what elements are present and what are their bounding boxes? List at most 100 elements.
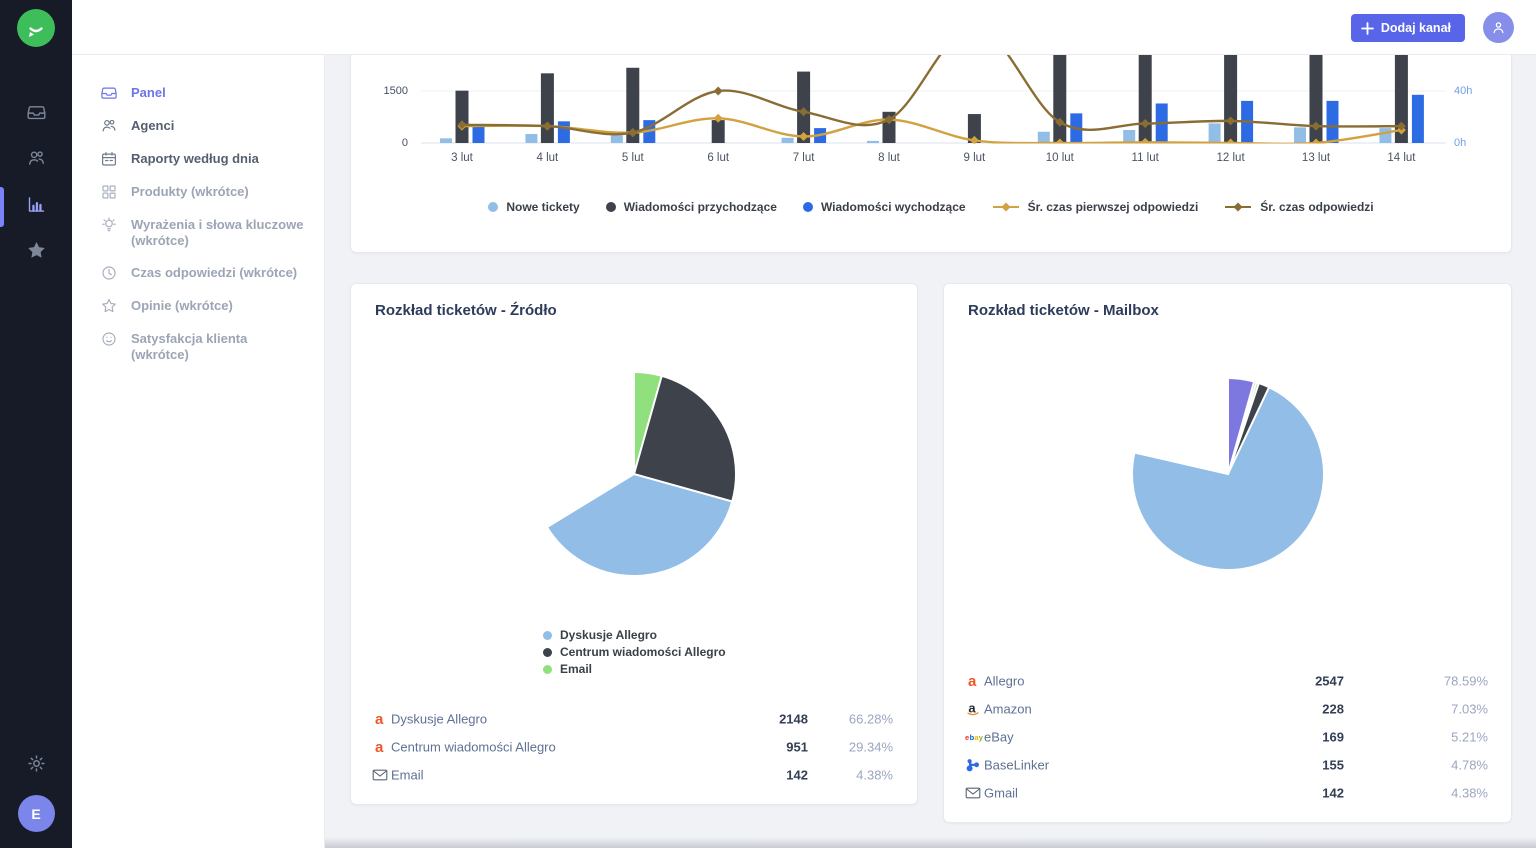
table-row[interactable]: a Centrum wiadomości Allegro 951 29.34%: [351, 733, 917, 761]
legend-item[interactable]: Wiadomości przychodzące: [605, 200, 777, 214]
rail-item-agents[interactable]: [0, 138, 72, 184]
row-percent: 4.38%: [856, 767, 893, 783]
legend-item[interactable]: Śr. czas odpowiedzi: [1224, 200, 1374, 214]
sidebar-item-clock[interactable]: Czas odpowiedzi (wkrótce): [72, 257, 324, 290]
table-row[interactable]: Gmail 142 4.38%: [944, 779, 1511, 807]
svg-text:a: a: [968, 673, 977, 689]
clock-icon: [100, 264, 118, 282]
rail-item-bar-chart[interactable]: [0, 184, 72, 230]
sidebar-item-grid[interactable]: Produkty (wkrótce): [72, 176, 324, 209]
row-label: BaseLinker: [984, 757, 1050, 773]
add-channel-button[interactable]: Dodaj kanał: [1350, 14, 1465, 42]
legend-label: Wiadomości wychodzące: [820, 200, 966, 214]
svg-text:e: e: [965, 733, 969, 742]
sidebar-item-label: Wyrażenia i słowa kluczowe (wkrótce): [131, 217, 304, 248]
user-avatar[interactable]: E: [17, 795, 55, 832]
card-title-mailbox: Rozkład ticketów - Mailbox: [968, 302, 1159, 319]
row-label: Allegro: [984, 673, 1025, 689]
daily-report-chart-card: 1500 0 40h 0h 3 lut 4 lut 5 lut 6 lut 7 lut 8 lut…: [350, 54, 1512, 253]
app-logo[interactable]: [17, 9, 55, 47]
inbox-icon: [26, 102, 47, 128]
svg-text:a: a: [375, 739, 384, 755]
sidebar-item-panel[interactable]: Panel: [72, 77, 324, 110]
allegro-icon: a: [965, 673, 981, 690]
sidebar-item-agents[interactable]: Agenci: [72, 110, 324, 143]
row-label: Gmail: [984, 785, 1018, 801]
legend-dot: [802, 202, 813, 212]
row-value: 228: [1322, 701, 1344, 717]
svg-text:y: y: [979, 733, 984, 742]
svg-text:7 lut: 7 lut: [793, 152, 816, 164]
svg-text:12 lut: 12 lut: [1217, 152, 1246, 164]
gear-icon: [27, 754, 45, 772]
table-row[interactable]: a Allegro 2547 78.59%: [944, 667, 1511, 695]
table-row[interactable]: a Amazon 228 7.03%: [944, 695, 1511, 723]
svg-text:8 lut: 8 lut: [878, 152, 901, 164]
svg-text:11 lut: 11 lut: [1132, 152, 1160, 164]
settings-button[interactable]: [0, 743, 72, 783]
row-percent: 5.21%: [1451, 729, 1488, 745]
mailbox-pie-chart[interactable]: [1128, 374, 1328, 574]
pie-slice-gmail[interactable]: [1227, 376, 1256, 475]
row-value: 142: [786, 767, 808, 783]
sidebar-item-label: Opinie (wkrótce): [131, 298, 233, 313]
row-value: 2547: [1315, 673, 1344, 689]
table-row[interactable]: Email 142 4.38%: [351, 761, 917, 789]
legend-label: Nowe tickety: [506, 200, 580, 214]
legend-label: Wiadomości przychodzące: [623, 200, 777, 214]
pie-slice-email[interactable]: [633, 371, 663, 475]
allegro-icon: a: [372, 711, 388, 728]
legend-item[interactable]: Nowe tickety: [488, 200, 580, 214]
star-icon: [100, 297, 118, 315]
source-pie-chart[interactable]: [529, 369, 739, 579]
legend-dot: [543, 664, 552, 674]
row-label: Amazon: [984, 701, 1032, 717]
account-avatar[interactable]: [1483, 12, 1514, 43]
envelope-icon: [965, 785, 981, 801]
sidebar-item-smile[interactable]: Satysfakcja klienta (wkrótce): [72, 323, 324, 371]
sidebar-item-label: Satysfakcja klienta (wkrótce): [131, 331, 248, 362]
agents-icon: [26, 148, 47, 174]
table-row[interactable]: a Dyskusje Allegro 2148 66.28%: [351, 705, 917, 733]
sidebar-item-label: Agenci: [131, 118, 175, 133]
sidebar-item-bulb[interactable]: Wyrażenia i słowa kluczowe (wkrótce): [72, 209, 324, 257]
daily-report-combo-chart[interactable]: 1500 0 40h 0h 3 lut 4 lut 5 lut 6 lut 7 lut 8 lut…: [351, 54, 1511, 224]
row-value: 155: [1322, 757, 1344, 773]
pie-legend-item[interactable]: Email: [543, 662, 726, 676]
svg-text:14 lut: 14 lut: [1387, 152, 1416, 164]
legend-item[interactable]: Śr. czas pierwszej odpowiedzi: [992, 200, 1199, 214]
rail-item-star[interactable]: [0, 230, 72, 276]
add-channel-label: Dodaj kanał: [1380, 21, 1451, 35]
table-row[interactable]: e b a y eBay 169 5.21%: [944, 723, 1511, 751]
baselinker-icon: [965, 757, 981, 773]
row-value: 169: [1322, 729, 1344, 745]
legend-label: Śr. czas pierwszej odpowiedzi: [1027, 200, 1199, 214]
sidebar-item-label: Czas odpowiedzi (wkrótce): [131, 265, 298, 280]
table-row[interactable]: BaseLinker 155 4.78%: [944, 751, 1511, 779]
source-table: a Dyskusje Allegro 2148 66.28% a Centrum wiad…: [351, 705, 917, 789]
legend-dot: [543, 630, 552, 640]
pie-legend-item[interactable]: Centrum wiadomości Allegro: [543, 645, 726, 659]
svg-text:a: a: [974, 733, 979, 742]
bar-chart-icon: [26, 194, 47, 220]
legend-label: Centrum wiadomości Allegro: [560, 645, 726, 659]
sidebar-item-calendar[interactable]: Raporty według dnia: [72, 143, 324, 176]
svg-text:13 lut: 13 lut: [1302, 152, 1331, 164]
svg-text:4 lut: 4 lut: [537, 152, 560, 164]
main-content: 1500 0 40h 0h 3 lut 4 lut 5 lut 6 lut 7 lut 8 lut…: [325, 54, 1536, 848]
legend-item[interactable]: Wiadomości wychodzące: [802, 200, 966, 214]
row-label: eBay: [984, 729, 1014, 745]
row-percent: 66.28%: [848, 711, 893, 727]
sidebar-item-label: Raporty według dnia: [131, 151, 259, 166]
pie-legend-item[interactable]: Dyskusje Allegro: [543, 628, 726, 642]
calendar-icon: [100, 150, 118, 168]
rail-item-inbox[interactable]: [0, 92, 72, 138]
chat-smile-icon: [29, 27, 43, 37]
legend-label: Dyskusje Allegro: [560, 628, 657, 642]
plus-icon: [1360, 21, 1374, 35]
sidebar-item-star[interactable]: Opinie (wkrótce): [72, 290, 324, 323]
row-percent: 4.78%: [1451, 757, 1488, 773]
svg-text:10 lut: 10 lut: [1046, 152, 1075, 164]
